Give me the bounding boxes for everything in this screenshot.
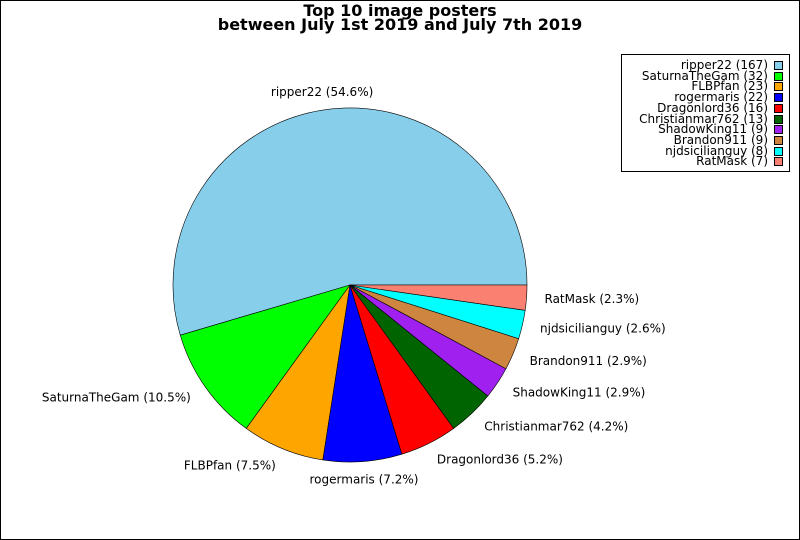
legend-item-dragonlord36: Dragonlord36 (16) bbox=[622, 100, 786, 115]
legend-swatch bbox=[774, 61, 783, 70]
slice-label-dragonlord36: Dragonlord36 (5.2%) bbox=[437, 453, 563, 467]
chart-title: Top 10 image posters bbox=[303, 1, 497, 20]
legend-swatch bbox=[774, 157, 783, 167]
legend-swatch bbox=[774, 93, 783, 103]
pie-slice-ratmask bbox=[349, 284, 528, 311]
legend-item-saturnathegam: SaturnaTheGam (32) bbox=[622, 68, 786, 83]
legend-item-flbpfan: FLBPfan (23) bbox=[622, 79, 786, 94]
slice-label-christianmar762: Christianmar762 (4.2%) bbox=[484, 419, 628, 433]
legend-item-njdsicilianguy: njdsicilianguy (8) bbox=[622, 143, 786, 158]
legend-label: Brandon911 (9) bbox=[673, 132, 768, 147]
legend-label: ShadowKing11 (9) bbox=[658, 122, 768, 137]
legend-label: RatMask (7) bbox=[696, 154, 768, 169]
legend-label: SaturnaTheGam (32) bbox=[641, 68, 768, 83]
legend-swatch bbox=[774, 71, 783, 81]
legend-item-ripper22: ripper22 (167) bbox=[622, 58, 786, 72]
chart-legend: ripper22 (167) SaturnaTheGam (32) FLBPfan … bbox=[621, 54, 790, 172]
legend-label: rogermaris (22) bbox=[674, 90, 768, 105]
legend-item-ratmask: RatMask (7) bbox=[622, 154, 786, 169]
pie-slice-saturnathegam bbox=[179, 284, 351, 429]
slice-label-brandon911: Brandon911 (2.9%) bbox=[530, 354, 647, 368]
pie-labels: ripper22 (54.6%) SaturnaTheGam (10.5%) FLB… bbox=[42, 85, 666, 487]
slice-label-ripper22: ripper22 (54.6%) bbox=[271, 85, 373, 99]
legend-swatch bbox=[774, 135, 783, 145]
legend-label: FLBPfan (23) bbox=[691, 79, 768, 94]
legend-swatch bbox=[774, 82, 783, 92]
slice-label-saturnathegam: SaturnaTheGam (10.5%) bbox=[42, 391, 191, 405]
legend-swatch bbox=[774, 114, 783, 124]
legend-item-brandon911: Brandon911 (9) bbox=[622, 132, 786, 147]
slice-label-flbpfan: FLBPfan (7.5%) bbox=[184, 458, 276, 472]
legend-swatch bbox=[774, 146, 783, 156]
pie-slices bbox=[172, 107, 528, 463]
pie-slice-ripper22 bbox=[172, 107, 528, 336]
slice-label-njdsicilianguy: njdsicilianguy (2.6%) bbox=[540, 322, 666, 336]
slice-label-ratmask: RatMask (2.3%) bbox=[545, 292, 640, 306]
legend-label: ripper22 (167) bbox=[680, 58, 768, 72]
slice-label-rogermaris: rogermaris (7.2%) bbox=[310, 473, 419, 487]
legend-item-shadowking11: ShadowKing11 (9) bbox=[622, 122, 786, 137]
legend-label: Christianmar762 (13) bbox=[639, 111, 768, 126]
chart-subtitle: between July 1st 2019 and July 7th 2019 bbox=[217, 15, 583, 34]
legend-item-rogermaris: rogermaris (22) bbox=[622, 90, 786, 105]
legend-swatch bbox=[774, 125, 783, 135]
legend-label: Dragonlord36 (16) bbox=[657, 100, 768, 115]
legend-label: njdsicilianguy (8) bbox=[665, 143, 768, 158]
legend-swatch bbox=[774, 103, 783, 113]
slice-label-shadowking11: ShadowKing11 (2.9%) bbox=[513, 386, 646, 400]
legend-item-christianmar762: Christianmar762 (13) bbox=[622, 111, 786, 126]
